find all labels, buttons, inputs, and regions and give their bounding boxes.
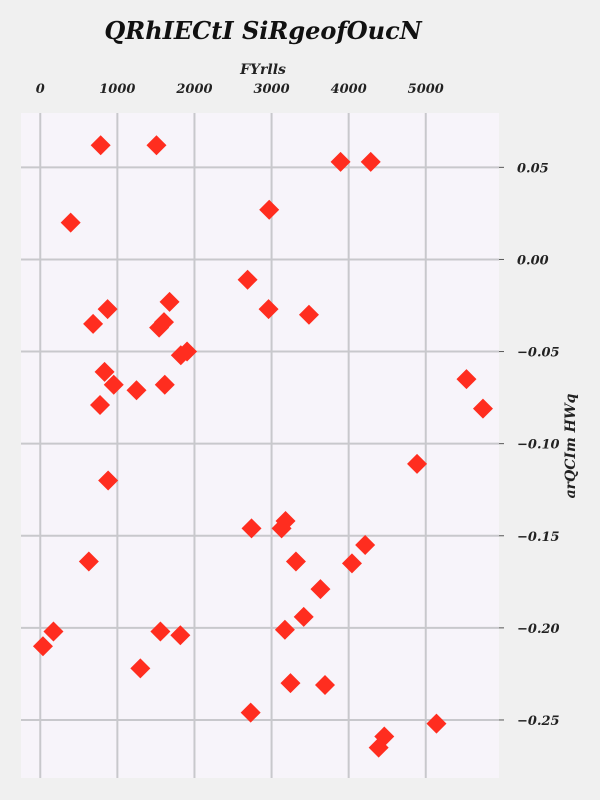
- data-point: [159, 291, 180, 312]
- data-point: [271, 518, 292, 539]
- data-point: [472, 398, 493, 419]
- x-tick-label: 0: [36, 82, 45, 97]
- data-point: [146, 135, 167, 156]
- data-point: [368, 737, 389, 758]
- x-tick-label: 2000: [175, 82, 212, 97]
- y-tick-label: −0.25: [517, 714, 560, 729]
- y-axis-ticks: 0.05 0.00 −0.05 −0.10 −0.15 −0.20 −0.25: [499, 161, 560, 729]
- data-point: [237, 269, 258, 290]
- grid-lines: [21, 113, 499, 778]
- x-tick-label: 3000: [253, 82, 289, 97]
- data-point: [130, 658, 151, 679]
- data-point: [170, 625, 191, 646]
- data-point: [258, 299, 279, 320]
- chart-title: QRhIECtI SiRgeofOucN: [104, 16, 422, 45]
- x-tick-label: 4000: [331, 82, 367, 97]
- y-tick-label: −0.05: [517, 346, 560, 361]
- data-point: [285, 551, 306, 572]
- data-point: [98, 470, 119, 491]
- data-point: [293, 606, 314, 627]
- data-points: [32, 135, 493, 758]
- x-axis-ticks: 0 1000 2000 3000 4000 5000: [36, 82, 444, 97]
- data-point: [240, 702, 261, 723]
- data-point: [241, 518, 262, 539]
- data-point: [32, 636, 53, 657]
- data-point: [407, 453, 428, 474]
- data-point: [83, 313, 104, 334]
- y-tick-label: −0.20: [517, 622, 560, 637]
- data-point: [60, 212, 81, 233]
- data-point: [298, 304, 319, 325]
- data-point: [355, 534, 376, 555]
- y-axis-label: arQCIm HWq: [563, 393, 579, 498]
- data-point: [90, 394, 111, 415]
- data-point: [330, 151, 351, 172]
- y-tick-label: −0.10: [517, 438, 560, 453]
- y-tick-label: −0.15: [517, 530, 560, 545]
- data-point: [341, 553, 362, 574]
- data-point: [426, 713, 447, 734]
- data-point: [43, 621, 64, 642]
- data-point: [90, 135, 111, 156]
- y-tick-label: 0.05: [517, 161, 549, 176]
- data-point: [149, 317, 170, 338]
- data-point: [103, 374, 124, 395]
- y-tick-label: 0.00: [517, 253, 549, 268]
- data-point: [274, 619, 295, 640]
- data-point: [97, 299, 118, 320]
- data-point: [456, 369, 477, 390]
- data-point: [126, 380, 147, 401]
- data-point: [150, 621, 171, 642]
- data-point: [280, 673, 301, 694]
- data-point: [94, 361, 115, 382]
- x-axis-label: FYrlls: [239, 62, 286, 78]
- data-point: [360, 151, 381, 172]
- data-point: [78, 551, 99, 572]
- data-point: [154, 374, 175, 395]
- x-tick-label: 1000: [99, 82, 135, 97]
- data-point: [314, 674, 335, 695]
- x-tick-label: 5000: [408, 82, 444, 97]
- data-point: [170, 345, 191, 366]
- data-point: [310, 579, 331, 600]
- plot-area: [21, 113, 499, 778]
- data-point: [259, 199, 280, 220]
